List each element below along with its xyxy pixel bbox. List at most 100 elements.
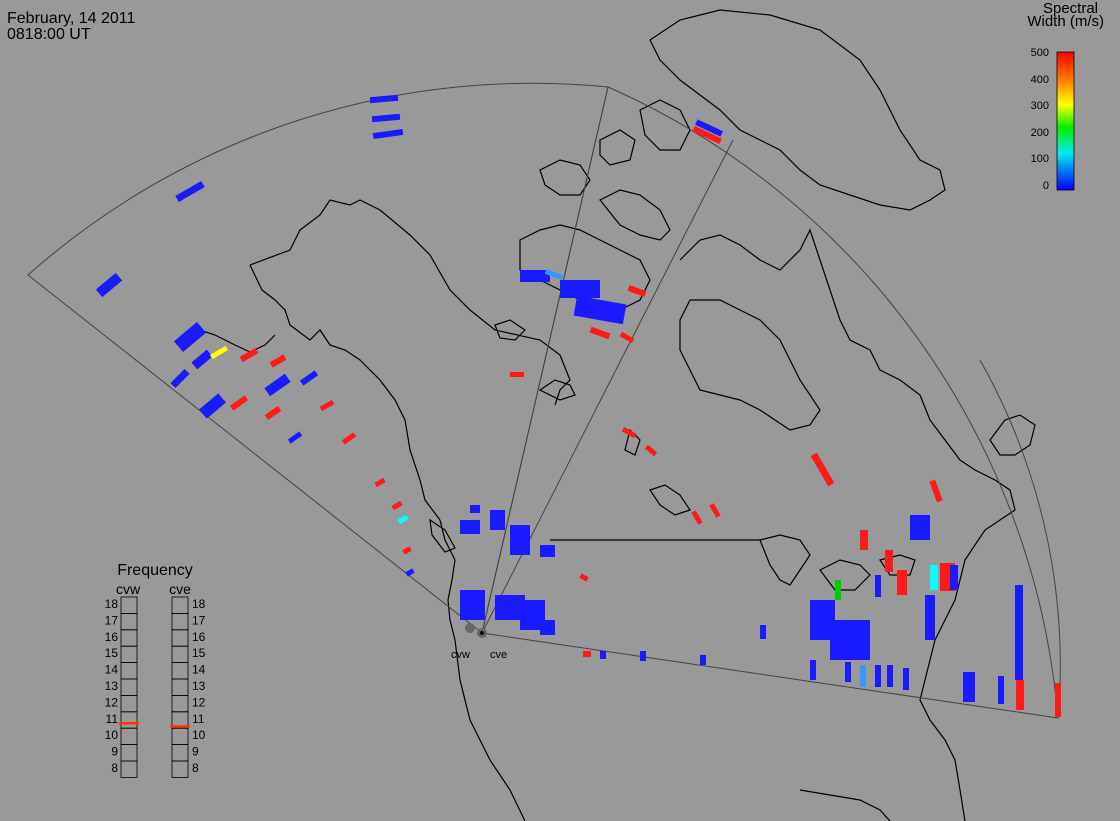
- range-cell: [579, 573, 589, 582]
- range-cell: [470, 505, 480, 513]
- range-cell: [544, 269, 564, 280]
- range-cell: [510, 525, 530, 555]
- frequency-level-label: 8: [111, 761, 118, 775]
- frequency-cell: [120, 596, 138, 614]
- radar-site-label-cvw: cvw: [451, 649, 470, 661]
- frequency-level-label: 15: [105, 646, 119, 660]
- date-label: February, 14 2011: [7, 10, 136, 27]
- range-cell: [860, 665, 866, 687]
- range-cell: [95, 272, 123, 298]
- range-cell: [191, 349, 213, 370]
- range-cell: [369, 94, 399, 104]
- frequency-level-label: 10: [105, 728, 119, 742]
- frequency-cell: [120, 744, 138, 762]
- range-cell: [573, 295, 627, 325]
- range-cell: [170, 368, 190, 389]
- range-cell: [264, 405, 282, 421]
- frequency-cell: [120, 629, 138, 647]
- frequency-cell: [171, 613, 189, 631]
- range-cell: [860, 530, 868, 550]
- frequency-cell: [171, 744, 189, 762]
- range-cell: [875, 575, 881, 597]
- range-cell: [264, 373, 291, 397]
- frequency-level-label: 13: [192, 679, 206, 693]
- frequency-cell: [120, 645, 138, 664]
- range-cell: [830, 620, 870, 660]
- cvw-site-marker: [465, 623, 475, 633]
- range-cell: [319, 399, 335, 412]
- range-cell: [929, 479, 943, 503]
- frequency-label-cve: cve: [169, 581, 191, 597]
- range-cell: [490, 510, 505, 530]
- range-cell: [510, 372, 524, 377]
- colorbar-tick-300: 300: [1031, 100, 1049, 112]
- frequency-level-label: 16: [105, 630, 119, 644]
- frequency-cell: [171, 596, 189, 614]
- frequency-level-label: 12: [192, 695, 206, 709]
- frequency-cell: [171, 760, 189, 778]
- frequency-column-cvw: 18 17 16 15 14 13 12 11 10 9 8: [105, 596, 139, 778]
- range-cell: [845, 662, 851, 682]
- colorbar-title-line1: Spectral: [1043, 0, 1098, 17]
- range-cell: [691, 510, 703, 525]
- range-cell: [374, 477, 386, 488]
- frequency-level-label: 17: [105, 613, 119, 627]
- frequency-cell: [171, 678, 189, 696]
- range-cell: [460, 520, 480, 534]
- cve-site-center: [480, 631, 484, 635]
- frequency-title: Frequency: [117, 562, 193, 579]
- frequency-level-label: 12: [105, 695, 119, 709]
- range-cell: [835, 580, 841, 600]
- range-cell: [925, 595, 935, 640]
- range-cell: [963, 672, 975, 702]
- frequency-level-label: 11: [106, 712, 119, 726]
- range-cell: [760, 625, 766, 639]
- colorbar-legend: Spectral Width (m/s) 500 400 300 200 100…: [1027, 0, 1104, 192]
- range-cell: [391, 500, 403, 511]
- range-cell: [405, 568, 415, 577]
- range-cell: [540, 545, 555, 557]
- range-cell: [885, 550, 893, 572]
- range-cell: [372, 128, 404, 140]
- range-cell: [540, 620, 555, 635]
- range-cell: [640, 651, 646, 661]
- frequency-level-label: 14: [105, 663, 119, 677]
- range-cell: [897, 570, 907, 595]
- range-cell: [910, 515, 930, 540]
- colorbar-tick-500: 500: [1031, 47, 1049, 59]
- frequency-level-label: 14: [192, 663, 206, 677]
- range-cell: [930, 565, 938, 590]
- range-cell: [174, 321, 206, 353]
- range-cell: [175, 180, 205, 203]
- range-cell: [810, 452, 835, 487]
- frequency-cell: [120, 695, 138, 713]
- range-cell: [520, 270, 550, 282]
- range-cell: [287, 431, 303, 444]
- range-cell: [209, 345, 229, 360]
- frequency-level-label: 11: [192, 712, 205, 726]
- range-cell: [644, 444, 658, 457]
- frequency-level-label: 9: [111, 745, 118, 759]
- range-cell: [1055, 683, 1061, 717]
- frequency-cell: [171, 645, 189, 664]
- frequency-cell: [171, 629, 189, 647]
- frequency-level-label: 18: [192, 597, 206, 611]
- frequency-label-cvw: cvw: [116, 581, 141, 597]
- range-cell: [560, 280, 600, 298]
- range-cell: [1016, 680, 1024, 710]
- colorbar-title-line2: Width (m/s): [1027, 13, 1104, 30]
- range-cell: [810, 660, 816, 680]
- range-cell: [460, 590, 485, 620]
- range-cell: [887, 665, 893, 687]
- range-cell: [341, 432, 357, 445]
- radar-sites: cvw cve: [451, 623, 507, 661]
- frequency-cell: [120, 727, 138, 746]
- range-cell: [583, 651, 591, 657]
- frequency-level-label: 15: [192, 646, 206, 660]
- range-cell: [950, 565, 958, 590]
- frequency-panel: Frequency cvw cve 18 17 16 15 14 13 12 11 10 9 8 1…: [105, 562, 206, 778]
- frequency-cell: [120, 662, 138, 680]
- range-cell: [903, 668, 909, 690]
- range-cell: [371, 113, 401, 123]
